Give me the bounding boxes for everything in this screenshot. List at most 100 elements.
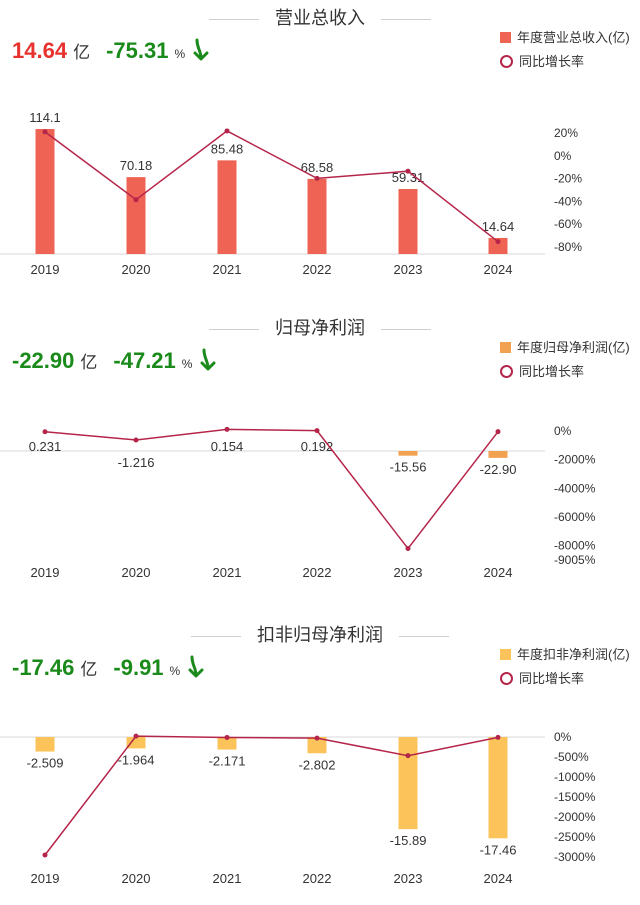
bar-value-label: -2.802	[299, 757, 336, 772]
x-tick-label: 2022	[303, 262, 332, 277]
kpi-summary: -17.46 亿 -9.91%	[12, 655, 204, 685]
kpi-unit: 亿	[73, 43, 91, 62]
right-axis-tick: -9005%	[554, 553, 596, 567]
growth-point-2021	[224, 734, 230, 740]
x-tick-label: 2020	[122, 871, 151, 886]
kpi-value: -17.46	[12, 655, 75, 680]
x-tick-label: 2021	[213, 871, 242, 886]
right-axis-tick: 0%	[554, 424, 572, 438]
bar-value-label: -2.509	[27, 756, 64, 771]
x-tick-label: 2022	[303, 871, 332, 886]
right-axis-tick: -60%	[554, 217, 582, 231]
legend-line-entry: 同比增长率	[500, 52, 630, 76]
right-axis-tick: -2500%	[554, 830, 596, 844]
right-axis-tick: -1000%	[554, 770, 596, 784]
bar-2019	[35, 737, 55, 752]
chart-legend: 年度营业总收入(亿) 同比增长率	[500, 28, 630, 76]
kpi-unit: 亿	[80, 353, 98, 372]
right-axis-tick: -4000%	[554, 481, 596, 495]
right-axis-tick: -1500%	[554, 790, 596, 804]
bar-2023	[398, 451, 418, 456]
growth-rate-line	[44, 130, 499, 243]
bar-2022	[307, 178, 327, 254]
x-tick-label: 2023	[394, 871, 423, 886]
growth-point-2020	[133, 733, 139, 739]
chart-legend: 年度归母净利润(亿) 同比增长率	[500, 338, 630, 386]
bar-2021	[217, 737, 237, 750]
kpi-pct-unit: %	[181, 357, 193, 371]
chart-legend: 年度扣非净利润(亿) 同比增长率	[500, 645, 630, 693]
growth-point-2023	[405, 546, 411, 552]
bar-value-label: 85.48	[211, 141, 244, 156]
kpi-value: -22.90	[12, 348, 75, 373]
kpi-unit: 亿	[80, 660, 98, 679]
growth-point-2024	[495, 734, 501, 740]
right-axis-tick: -8000%	[554, 539, 596, 553]
legend-line-label: 同比增长率	[519, 671, 585, 686]
x-tick-label: 2019	[31, 565, 60, 580]
right-axis-tick: -80%	[554, 240, 582, 254]
x-tick-label: 2020	[122, 262, 151, 277]
legend-bar-entry: 年度归母净利润(亿)	[500, 338, 630, 362]
revenue-chart: 114.1 70.18 85.48 68.58 59.31 14.64 20% 0% -20% -…	[0, 110, 582, 277]
bar-value-label: 59.31	[392, 170, 425, 185]
growth-point-2020	[133, 437, 139, 443]
kpi-summary: -22.90 亿 -47.21%	[12, 348, 216, 378]
x-tick-label: 2019	[31, 871, 60, 886]
bar-value-label: 68.58	[301, 160, 334, 175]
x-tick-label: 2023	[394, 565, 423, 580]
panel-title: 营业总收入	[0, 4, 640, 30]
bar-value-label: 14.64	[482, 219, 515, 234]
growth-point-2022	[314, 175, 320, 181]
kpi-pct-unit: %	[174, 47, 186, 61]
bar-value-label: -22.90	[480, 462, 517, 477]
x-tick-label: 2022	[303, 565, 332, 580]
revenue-panel: 营业总收入 14.64 亿 -75.31% 年度营业总收入(亿) 同比增长率 114…	[0, 0, 640, 300]
right-axis-tick: 0%	[554, 149, 572, 163]
bar-value-label: -15.89	[390, 833, 427, 848]
legend-line-entry: 同比增长率	[500, 669, 630, 693]
x-tick-label: 2019	[31, 262, 60, 277]
right-axis-tick: -40%	[554, 194, 582, 208]
bar-value-label: 70.18	[120, 158, 153, 173]
panel-title: 归母净利润	[0, 314, 640, 340]
legend-bar-swatch	[500, 649, 511, 660]
kpi-value: 14.64	[12, 38, 68, 63]
growth-point-2019	[42, 429, 48, 435]
growth-point-2023	[405, 753, 411, 759]
right-axis-tick: -2000%	[554, 453, 596, 467]
kpi-pct-unit: %	[169, 664, 181, 678]
right-axis-tick: 0%	[554, 730, 572, 744]
bar-value-label: 0.154	[211, 439, 244, 454]
legend-line-entry: 同比增长率	[500, 362, 630, 386]
right-axis-tick: -3000%	[554, 850, 596, 864]
growth-point-2023	[405, 168, 411, 174]
legend-bar-swatch	[500, 342, 511, 353]
bar-2024	[488, 737, 508, 839]
legend-bar-entry: 年度营业总收入(亿)	[500, 28, 630, 52]
right-axis-tick: -6000%	[554, 510, 596, 524]
growth-point-2024	[495, 429, 501, 435]
legend-line-label: 同比增长率	[519, 54, 585, 69]
bar-value-label: 0.231	[29, 439, 62, 454]
kpi-change: -75.31	[106, 38, 169, 63]
legend-bar-entry: 年度扣非净利润(亿)	[500, 645, 630, 669]
bar-2023	[398, 737, 418, 830]
x-tick-label: 2021	[213, 262, 242, 277]
panel-title: 扣非归母净利润	[0, 621, 640, 647]
legend-bar-swatch	[500, 32, 511, 43]
x-tick-label: 2023	[394, 262, 423, 277]
legend-line-marker	[500, 55, 513, 68]
kpi-summary: 14.64 亿 -75.31%	[12, 38, 209, 68]
legend-bar-label: 年度营业总收入(亿)	[517, 30, 630, 45]
right-axis-tick: -500%	[554, 750, 589, 764]
legend-line-marker	[500, 672, 513, 685]
right-axis-tick: -20%	[554, 172, 582, 186]
bar-value-label: -17.46	[480, 842, 517, 857]
right-axis-tick: 20%	[554, 126, 578, 140]
net-profit-panel: 归母净利润 -22.90 亿 -47.21% 年度归母净利润(亿) 同比增长率 0.…	[0, 310, 640, 600]
growth-rate-line	[44, 735, 499, 856]
x-tick-label: 2021	[213, 565, 242, 580]
growth-point-2022	[314, 735, 320, 741]
bar-2023	[398, 189, 418, 254]
